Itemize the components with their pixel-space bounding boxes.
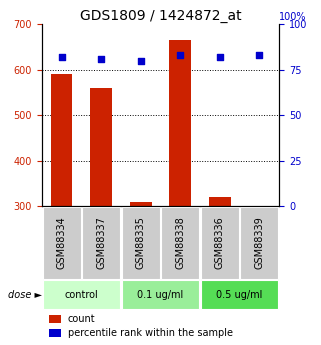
- Bar: [209, 197, 231, 206]
- Title: GDS1809 / 1424872_at: GDS1809 / 1424872_at: [80, 9, 241, 23]
- Point: [99, 56, 104, 61]
- Point: [178, 52, 183, 58]
- Text: GSM88334: GSM88334: [56, 217, 66, 269]
- FancyBboxPatch shape: [201, 207, 239, 279]
- Text: GSM88337: GSM88337: [96, 216, 106, 269]
- Text: percentile rank within the sample: percentile rank within the sample: [68, 328, 233, 338]
- FancyBboxPatch shape: [49, 315, 61, 323]
- Bar: [169, 40, 191, 206]
- Point: [217, 54, 222, 60]
- Text: GSM88336: GSM88336: [215, 217, 225, 269]
- Text: GSM88338: GSM88338: [175, 217, 185, 269]
- Text: GSM88335: GSM88335: [136, 216, 146, 269]
- FancyBboxPatch shape: [201, 280, 279, 309]
- Point: [59, 54, 64, 60]
- Text: GSM88339: GSM88339: [255, 217, 265, 269]
- Text: count: count: [68, 314, 95, 324]
- Point: [257, 52, 262, 58]
- Text: 100%: 100%: [279, 12, 307, 22]
- FancyBboxPatch shape: [42, 207, 81, 279]
- FancyBboxPatch shape: [240, 207, 279, 279]
- FancyBboxPatch shape: [82, 207, 120, 279]
- Bar: [130, 202, 152, 206]
- Bar: [90, 88, 112, 206]
- FancyBboxPatch shape: [122, 280, 199, 309]
- Bar: [51, 74, 73, 206]
- FancyBboxPatch shape: [42, 280, 120, 309]
- Text: 0.5 ug/ml: 0.5 ug/ml: [216, 289, 263, 299]
- FancyBboxPatch shape: [161, 207, 199, 279]
- FancyBboxPatch shape: [49, 329, 61, 337]
- Point: [138, 58, 143, 63]
- Text: control: control: [65, 289, 98, 299]
- Text: dose ►: dose ►: [8, 289, 42, 299]
- Text: 0.1 ug/ml: 0.1 ug/ml: [137, 289, 184, 299]
- FancyBboxPatch shape: [122, 207, 160, 279]
